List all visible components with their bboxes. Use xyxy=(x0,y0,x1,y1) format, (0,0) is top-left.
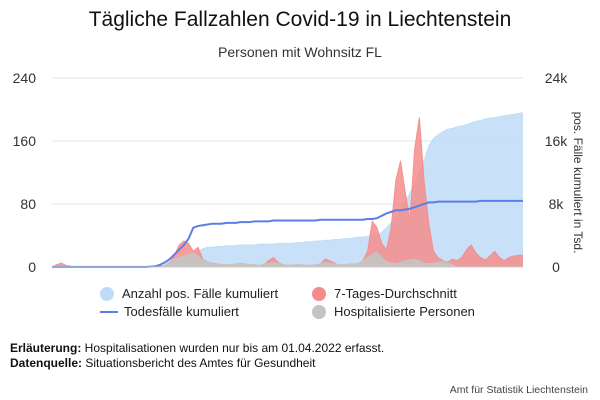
legend-label-deaths: Todesfälle kumuliert xyxy=(124,304,239,319)
y-right-tick-label: 8k xyxy=(549,196,565,212)
legend-label-hosp: Hospitalisierte Personen xyxy=(334,304,475,319)
y-left-tick-label: 0 xyxy=(28,259,36,275)
y-right-axis-title: pos. Fälle kumuliert in Tsd. xyxy=(571,112,585,254)
legend-label-cases: Anzahl pos. Fälle kumuliert xyxy=(122,286,279,301)
credit: Amt für Statistik Liechtenstein xyxy=(449,384,588,396)
note-explanation-label: Erläuterung: xyxy=(10,341,82,355)
legend-swatch-deaths xyxy=(100,310,118,313)
legend-swatch-hosp xyxy=(312,304,326,319)
legend-item-hosp[interactable]: Hospitalisierte Personen xyxy=(312,304,475,319)
y-right-tick-label: 16k xyxy=(545,133,569,149)
legend-label-avg: 7-Tages-Durchschnitt xyxy=(334,286,457,301)
y-left-tick-label: 160 xyxy=(13,133,37,149)
legend-swatch-avg xyxy=(312,286,326,301)
series-hospitalized xyxy=(52,252,458,267)
legend-item-deaths[interactable]: Todesfälle kumuliert xyxy=(100,304,239,319)
chart-title: Tägliche Fallzahlen Covid-19 in Liechten… xyxy=(88,8,512,31)
note-source-label: Datenquelle: xyxy=(10,356,83,370)
note-explanation-text: Hospitalisationen wurden nur bis am 01.0… xyxy=(81,341,385,355)
note-source-text: Situationsbericht des Amtes für Gesundhe… xyxy=(82,356,316,370)
y-left-tick-label: 240 xyxy=(13,70,37,86)
chart-subtitle: Personen mit Wohnsitz FL xyxy=(218,44,382,60)
note-source: Datenquelle: Situationsbericht des Amtes… xyxy=(10,356,315,370)
note-explanation: Erläuterung: Hospitalisationen wurden nu… xyxy=(10,341,384,355)
series-cumulative-deaths xyxy=(52,199,523,268)
legend-swatch-cases xyxy=(100,286,114,301)
axis-group: 0 80 160 240 0 8k 16k 24k pos. Fälle kumuliert i… xyxy=(13,70,585,275)
series-hospitalized-outline xyxy=(52,251,458,268)
y-left-tick-label: 80 xyxy=(20,196,36,212)
series-7day-average xyxy=(52,117,523,267)
series-group xyxy=(51,112,524,268)
series-7day-average-outline xyxy=(51,117,523,268)
legend-item-avg[interactable]: 7-Tages-Durchschnitt xyxy=(312,286,457,301)
y-right-tick-label: 0 xyxy=(552,259,560,275)
y-right-tick-label: 24k xyxy=(545,70,569,86)
legend-item-cases[interactable]: Anzahl pos. Fälle kumuliert xyxy=(100,286,278,301)
